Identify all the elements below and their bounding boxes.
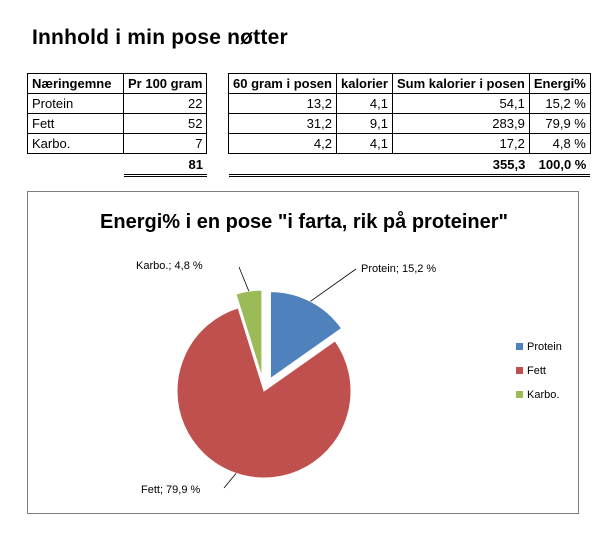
- pie-chart-canvas: Energi% i en pose "i farta, rik på prote…: [100, 210, 562, 496]
- cell-grams[interactable]: 13,2: [228, 93, 337, 114]
- legend-swatch: [516, 343, 523, 350]
- header-kalorier[interactable]: kalorier: [335, 73, 393, 94]
- cell-sum[interactable]: 283,9: [391, 113, 530, 134]
- cell-per100[interactable]: 22: [122, 93, 208, 114]
- nutrient-table: Næringemne Pr 100 gram Protein 22 Fett 5…: [27, 73, 208, 177]
- leader-line: [223, 473, 237, 489]
- table-row: Protein 22: [27, 93, 208, 114]
- header-60-gram[interactable]: 60 gram i posen: [228, 73, 337, 94]
- chart-title: Energi% i en pose "i farta, rik på prote…: [100, 210, 508, 233]
- cell-name[interactable]: Fett: [27, 113, 124, 134]
- empty-cell: [336, 153, 393, 177]
- legend-label: Karbo.: [527, 389, 559, 401]
- pie-slices: [176, 289, 352, 479]
- cell-pct[interactable]: 79,9 %: [528, 113, 591, 134]
- legend-item-fett[interactable]: Fett: [516, 365, 546, 377]
- empty-cell: [28, 154, 124, 176]
- cell-kcal[interactable]: 4,1: [335, 133, 393, 154]
- legend-item-karbo[interactable]: Karbo.: [516, 389, 559, 401]
- table-row: 31,2 9,1 283,9 79,9 %: [228, 113, 591, 134]
- table-row: Fett 52: [27, 113, 208, 134]
- total-row: 81: [28, 153, 207, 177]
- cell-name[interactable]: Karbo.: [27, 133, 124, 154]
- data-label: Karbo.; 4,8 %: [136, 260, 203, 272]
- leader-line: [310, 268, 357, 302]
- calorie-table: 60 gram i posen kalorier Sum kalorier i …: [228, 73, 591, 177]
- cell-grams[interactable]: 31,2: [228, 113, 337, 134]
- cell-per100[interactable]: 7: [122, 133, 208, 154]
- cell-kcal[interactable]: 9,1: [335, 113, 393, 134]
- table-header-row: Næringemne Pr 100 gram: [27, 73, 208, 94]
- table-row: 13,2 4,1 54,1 15,2 %: [228, 93, 591, 114]
- cell-pct[interactable]: 15,2 %: [528, 93, 591, 114]
- total-pct[interactable]: 100,0 %: [529, 153, 591, 177]
- table-row: 4,2 4,1 17,2 4,8 %: [228, 133, 591, 154]
- table-header-row: 60 gram i posen kalorier Sum kalorier i …: [228, 73, 591, 94]
- header-naeringemne[interactable]: Næringemne: [27, 73, 124, 94]
- data-labels: Protein; 15,2 % Fett; 79,9 % Karbo.; 4,8 %: [136, 260, 436, 496]
- total-per100[interactable]: 81: [123, 153, 207, 177]
- pie-chart[interactable]: Energi% i en pose "i farta, rik på prote…: [27, 191, 579, 514]
- legend-item-protein[interactable]: Protein: [516, 341, 562, 353]
- cell-per100[interactable]: 52: [122, 113, 208, 134]
- cell-kcal[interactable]: 4,1: [335, 93, 393, 114]
- legend-swatch: [516, 367, 523, 374]
- cell-sum[interactable]: 54,1: [391, 93, 530, 114]
- leader-line: [238, 266, 250, 292]
- total-row: 355,3 100,0 %: [228, 153, 591, 177]
- data-label: Protein; 15,2 %: [361, 263, 436, 275]
- cell-sum[interactable]: 17,2: [391, 133, 530, 154]
- cell-name[interactable]: Protein: [27, 93, 124, 114]
- data-label: Fett; 79,9 %: [141, 484, 201, 496]
- cell-pct[interactable]: 4,8 %: [528, 133, 591, 154]
- total-sum[interactable]: 355,3: [392, 153, 530, 177]
- legend-swatch: [516, 391, 523, 398]
- table-row: Karbo. 7: [27, 133, 208, 154]
- header-sum-kalorier[interactable]: Sum kalorier i posen: [391, 73, 530, 94]
- empty-cell: [228, 153, 337, 177]
- pie-slice-protein[interactable]: [269, 291, 343, 380]
- sheet-title: Innhold i min pose nøtter: [32, 26, 288, 49]
- cell-grams[interactable]: 4,2: [228, 133, 337, 154]
- pie-slice-karbo[interactable]: [235, 289, 263, 378]
- header-energi-pct[interactable]: Energi%: [528, 73, 591, 94]
- pie-slice-fett[interactable]: [176, 307, 352, 479]
- chart-legend[interactable]: Protein Fett Karbo.: [516, 341, 562, 401]
- legend-label: Protein: [527, 341, 562, 353]
- legend-label: Fett: [527, 365, 546, 377]
- header-pr-100-gram[interactable]: Pr 100 gram: [122, 73, 208, 94]
